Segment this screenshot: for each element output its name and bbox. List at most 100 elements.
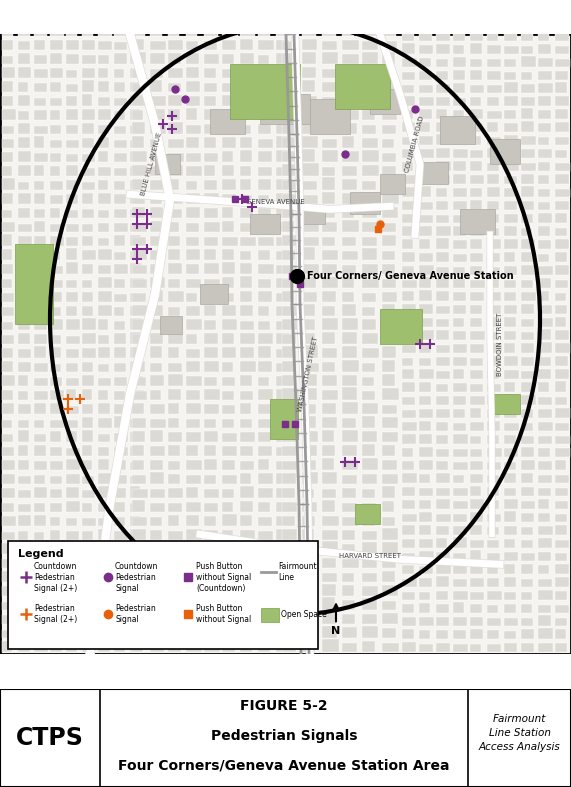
- Bar: [276, 405, 288, 414]
- Bar: [538, 110, 552, 120]
- Bar: [240, 403, 251, 414]
- Bar: [18, 475, 31, 484]
- Bar: [555, 331, 569, 340]
- Bar: [538, 449, 550, 457]
- Bar: [276, 179, 290, 190]
- Bar: [204, 641, 220, 652]
- Bar: [150, 139, 163, 148]
- Bar: [66, 69, 77, 79]
- Bar: [34, 278, 47, 288]
- Bar: [382, 529, 398, 541]
- Bar: [50, 545, 63, 554]
- Bar: [66, 54, 79, 65]
- Bar: [258, 346, 271, 358]
- Bar: [98, 347, 110, 358]
- Bar: [382, 96, 398, 106]
- Bar: [362, 181, 376, 190]
- Bar: [487, 435, 499, 445]
- Bar: [34, 180, 45, 190]
- Bar: [2, 615, 15, 624]
- Bar: [555, 252, 566, 262]
- Bar: [470, 123, 482, 132]
- Bar: [276, 209, 289, 218]
- Bar: [419, 277, 431, 288]
- Bar: [82, 445, 92, 456]
- Bar: [82, 124, 94, 135]
- Bar: [342, 387, 357, 401]
- Bar: [130, 419, 140, 428]
- Bar: [302, 416, 316, 428]
- Bar: [419, 369, 434, 379]
- Bar: [419, 592, 431, 600]
- Bar: [130, 151, 142, 162]
- Bar: [504, 96, 518, 106]
- Bar: [66, 280, 77, 288]
- Bar: [82, 319, 96, 331]
- Bar: [98, 558, 109, 568]
- Bar: [402, 96, 415, 106]
- Bar: [342, 643, 357, 652]
- Bar: [382, 571, 396, 582]
- Bar: [34, 153, 47, 162]
- Bar: [18, 571, 28, 582]
- Bar: [50, 587, 61, 597]
- Bar: [34, 165, 44, 176]
- Bar: [490, 394, 520, 414]
- Bar: [98, 529, 110, 541]
- Bar: [186, 207, 199, 218]
- Bar: [276, 430, 292, 442]
- Bar: [204, 530, 219, 541]
- Bar: [504, 72, 517, 80]
- Bar: [322, 97, 335, 106]
- Bar: [470, 408, 481, 419]
- Bar: [521, 409, 533, 419]
- Bar: [342, 83, 358, 92]
- Bar: [419, 344, 431, 353]
- Bar: [419, 318, 433, 327]
- Bar: [470, 358, 483, 366]
- Bar: [50, 420, 64, 428]
- Bar: [114, 98, 127, 106]
- Bar: [114, 83, 125, 92]
- Bar: [382, 600, 396, 610]
- Bar: [282, 516, 295, 527]
- Bar: [362, 334, 378, 345]
- Bar: [50, 98, 62, 106]
- Bar: [538, 318, 553, 327]
- Bar: [470, 550, 481, 561]
- Bar: [50, 364, 61, 372]
- Bar: [419, 422, 431, 431]
- Bar: [302, 530, 314, 541]
- Bar: [66, 379, 79, 386]
- Bar: [470, 200, 482, 210]
- Bar: [186, 153, 200, 162]
- Bar: [282, 235, 298, 246]
- Bar: [521, 46, 533, 54]
- Bar: [186, 641, 202, 652]
- Bar: [114, 416, 124, 428]
- Bar: [258, 572, 270, 582]
- Bar: [132, 95, 146, 106]
- Bar: [419, 566, 433, 575]
- Bar: [34, 543, 45, 554]
- Bar: [150, 559, 163, 568]
- Bar: [168, 222, 179, 232]
- Bar: [82, 109, 95, 120]
- Bar: [50, 348, 61, 358]
- Bar: [302, 472, 318, 484]
- Bar: [186, 544, 198, 554]
- Bar: [114, 181, 126, 190]
- Bar: [521, 395, 536, 405]
- Bar: [538, 97, 551, 106]
- Bar: [98, 599, 112, 610]
- Bar: [453, 527, 467, 535]
- Bar: [382, 305, 395, 316]
- Bar: [504, 435, 516, 445]
- Bar: [132, 573, 147, 582]
- Bar: [402, 422, 416, 431]
- Bar: [132, 264, 147, 275]
- Bar: [276, 472, 289, 484]
- Bar: [2, 264, 14, 275]
- Bar: [538, 279, 551, 288]
- Bar: [487, 618, 501, 626]
